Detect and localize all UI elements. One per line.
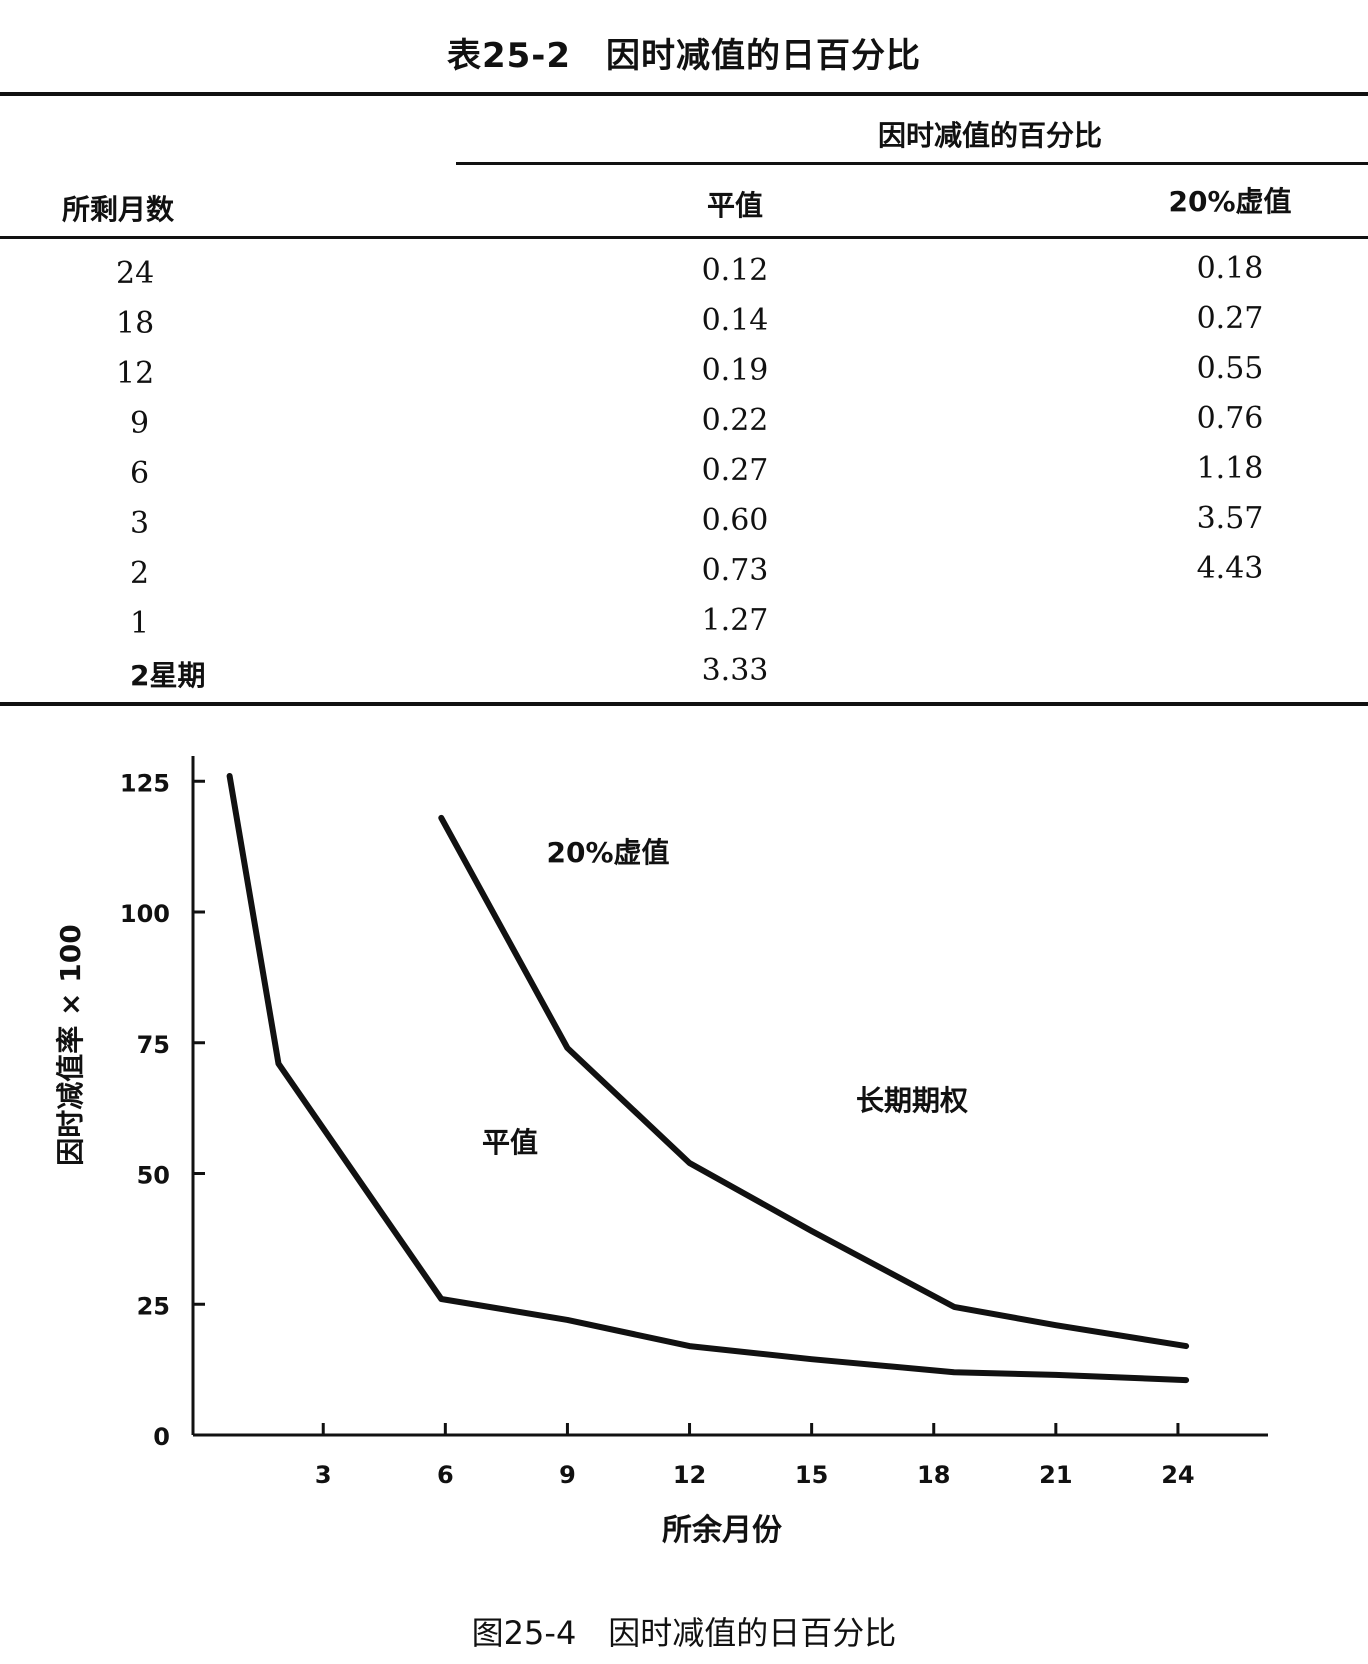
row-par: 0.27	[701, 453, 769, 488]
x-tick-label: 18	[917, 1461, 950, 1489]
x-tick-label: 9	[559, 1461, 576, 1489]
table-bottom-rule	[0, 702, 1368, 706]
y-tick-label: 50	[137, 1162, 170, 1190]
annotation-otm: 20%虚值	[546, 836, 669, 869]
chart-series	[226, 773, 1190, 1384]
row-header: 所剩月数	[62, 193, 175, 226]
row-otm: 1.18	[1196, 451, 1264, 486]
row-otm: 0.27	[1196, 301, 1264, 336]
x-tick-label: 15	[795, 1461, 828, 1489]
row-par: 0.19	[701, 353, 769, 388]
row-months: 24	[116, 256, 155, 291]
table-top-rule	[0, 92, 1368, 96]
col-header-par: 平值	[706, 189, 763, 222]
x-tick-label: 21	[1039, 1461, 1072, 1489]
row-otm: 0.55	[1196, 351, 1264, 386]
x-tick-label: 24	[1161, 1461, 1194, 1489]
row-otm: 4.43	[1196, 551, 1264, 586]
y-tick-label: 75	[137, 1031, 170, 1059]
y-axis-title: 因时减值率 × 100	[54, 924, 87, 1165]
y-tick-label: 125	[120, 769, 170, 797]
annotation-long-term: 长期期权	[856, 1084, 968, 1117]
figure-caption: 图25-4 因时减值的日百分比	[471, 1614, 897, 1652]
group-header: 因时减值的百分比	[877, 119, 1102, 152]
row-par: 3.33	[701, 653, 769, 688]
row-otm: 3.57	[1196, 501, 1264, 536]
annotation-par: 平值	[482, 1126, 538, 1159]
series-line-par	[226, 773, 1190, 1384]
row-months: 9	[130, 406, 150, 441]
table-title: 表25-2 因时减值的日百分比	[446, 36, 922, 76]
row-par: 0.60	[701, 503, 769, 538]
header-bottom-rule	[0, 236, 1368, 239]
series-line-otm	[438, 814, 1190, 1350]
row-months: 12	[116, 356, 155, 391]
x-tick-label: 12	[673, 1461, 706, 1489]
y-tick-label: 100	[120, 900, 170, 928]
row-par: 0.73	[701, 553, 769, 588]
x-axis-title: 所余月份	[662, 1513, 782, 1548]
row-par: 0.14	[701, 303, 769, 338]
row-months: 2星期	[130, 659, 206, 692]
col-header-otm: 20%虚值	[1168, 185, 1292, 218]
chart-axes: 0 25 50 75 100 125 3 6 9 12 15 18 21 24	[120, 756, 1268, 1489]
row-months: 2	[130, 556, 150, 591]
row-par: 0.22	[701, 403, 769, 438]
row-months: 1	[130, 606, 150, 641]
x-tick-label: 6	[437, 1461, 454, 1489]
row-otm: 0.76	[1196, 401, 1264, 436]
row-par: 0.12	[701, 253, 769, 288]
row-months: 18	[116, 306, 155, 341]
y-tick-label: 0	[153, 1423, 170, 1451]
y-tick-label: 25	[137, 1292, 170, 1320]
row-months: 3	[130, 506, 150, 541]
row-par: 1.27	[701, 603, 769, 638]
row-otm: 0.18	[1196, 251, 1264, 286]
row-months: 6	[130, 456, 150, 491]
group-header-rule	[456, 162, 1368, 165]
x-tick-label: 3	[315, 1461, 332, 1489]
